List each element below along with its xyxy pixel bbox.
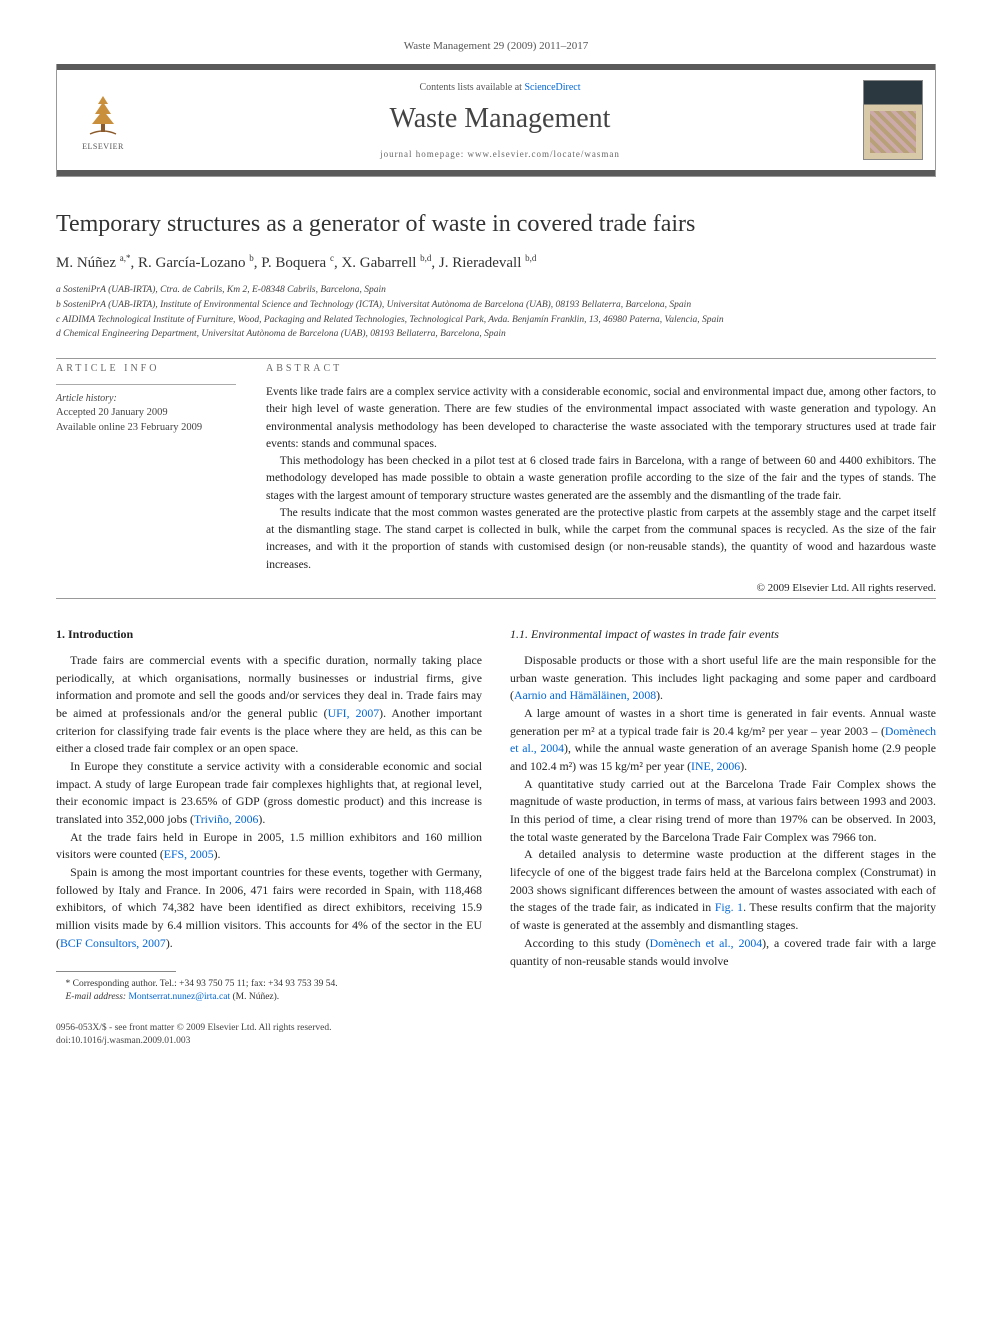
corresponding-author: * Corresponding author. Tel.: +34 93 750…	[56, 978, 482, 991]
abstract-para-2: This methodology has been checked in a p…	[266, 453, 936, 505]
abstract-heading: abstract	[266, 363, 936, 374]
accepted-date: Accepted 20 January 2009	[56, 406, 236, 421]
section-heading-intro: 1. Introduction	[56, 627, 482, 642]
intro-para-2: In Europe they constitute a service acti…	[56, 758, 482, 829]
sec11-para-5: According to this study (Domènech et al.…	[510, 935, 936, 970]
abstract-para-3: The results indicate that the most commo…	[266, 505, 936, 574]
running-head: Waste Management 29 (2009) 2011–2017	[56, 40, 936, 52]
abstract: abstract Events like trade fairs are a c…	[266, 363, 936, 594]
authors: M. Núñez a,*, R. García-Lozano b, P. Boq…	[56, 253, 936, 272]
article-title: Temporary structures as a generator of w…	[56, 209, 936, 239]
journal-name: Waste Management	[147, 103, 853, 135]
homepage-label: journal homepage:	[380, 149, 467, 159]
journal-cover-thumb	[863, 80, 923, 160]
intro-para-1: Trade fairs are commercial events with a…	[56, 652, 482, 758]
elsevier-wordmark: ELSEVIER	[82, 142, 124, 151]
column-right: 1.1. Environmental impact of wastes in t…	[510, 627, 936, 1004]
article-info: article info Article history: Accepted 2…	[56, 363, 236, 594]
sciencedirect-link[interactable]: ScienceDirect	[524, 82, 580, 93]
contents-line: Contents lists available at ScienceDirec…	[147, 82, 853, 93]
affiliation-b: b SosteniPrA (UAB-IRTA), Institute of En…	[56, 299, 936, 313]
subsection-heading-11: 1.1. Environmental impact of wastes in t…	[510, 627, 936, 642]
online-date: Available online 23 February 2009	[56, 421, 236, 436]
history-label: Article history:	[56, 393, 236, 404]
contents-prefix: Contents lists available at	[419, 82, 524, 93]
journal-header: ELSEVIER Contents lists available at Sci…	[56, 64, 936, 177]
email-label: E-mail address:	[66, 992, 127, 1002]
article-info-heading: article info	[56, 363, 236, 374]
sec11-para-1: Disposable products or those with a shor…	[510, 652, 936, 705]
affiliation-d: d Chemical Engineering Department, Unive…	[56, 328, 936, 342]
elsevier-logo: ELSEVIER	[69, 83, 137, 157]
divider-bottom	[56, 598, 936, 599]
affiliation-c: c AIDIMA Technological Institute of Furn…	[56, 314, 936, 328]
footnote-separator	[56, 971, 176, 972]
abstract-para-1: Events like trade fairs are a complex se…	[266, 384, 936, 453]
page-footer: 0956-053X/$ - see front matter © 2009 El…	[56, 1022, 936, 1049]
intro-para-3: At the trade fairs held in Europe in 200…	[56, 829, 482, 864]
elsevier-tree-icon	[78, 90, 128, 140]
issn-line: 0956-053X/$ - see front matter © 2009 El…	[56, 1022, 936, 1035]
doi-line: doi:10.1016/j.wasman.2009.01.003	[56, 1035, 936, 1048]
intro-para-4: Spain is among the most important countr…	[56, 864, 482, 952]
affiliations: a SosteniPrA (UAB-IRTA), Ctra. de Cabril…	[56, 284, 936, 342]
divider-info	[56, 384, 236, 385]
sec11-para-2: A large amount of wastes in a short time…	[510, 705, 936, 776]
body-columns: 1. Introduction Trade fairs are commerci…	[56, 627, 936, 1004]
divider-top	[56, 358, 936, 359]
abstract-copyright: © 2009 Elsevier Ltd. All rights reserved…	[266, 582, 936, 594]
email-who: (M. Núñez).	[232, 992, 279, 1002]
email-footnote: E-mail address: Montserrat.nunez@irta.ca…	[56, 991, 482, 1004]
journal-homepage: journal homepage: www.elsevier.com/locat…	[147, 149, 853, 159]
column-left: 1. Introduction Trade fairs are commerci…	[56, 627, 482, 1004]
affiliation-a: a SosteniPrA (UAB-IRTA), Ctra. de Cabril…	[56, 284, 936, 298]
sec11-para-4: A detailed analysis to determine waste p…	[510, 846, 936, 934]
homepage-url[interactable]: www.elsevier.com/locate/wasman	[468, 149, 620, 159]
sec11-para-3: A quantitative study carried out at the …	[510, 776, 936, 847]
header-bar-bottom	[57, 170, 935, 176]
email-address[interactable]: Montserrat.nunez@irta.cat	[128, 992, 230, 1002]
